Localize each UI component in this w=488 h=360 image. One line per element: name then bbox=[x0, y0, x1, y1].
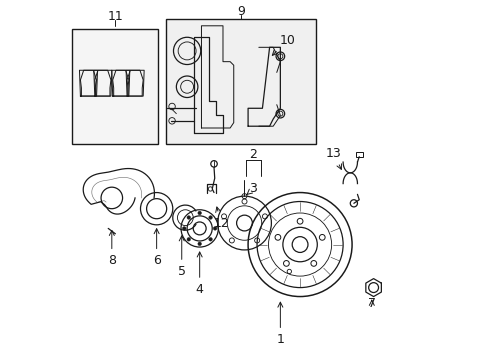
Text: 5: 5 bbox=[177, 236, 185, 278]
Circle shape bbox=[182, 226, 185, 230]
Text: 4: 4 bbox=[195, 252, 203, 296]
Text: 11: 11 bbox=[107, 10, 123, 23]
Circle shape bbox=[198, 242, 201, 246]
Bar bbox=[165, 19, 316, 144]
Text: 8: 8 bbox=[107, 230, 116, 267]
Text: 12: 12 bbox=[213, 207, 228, 230]
Bar bbox=[355, 152, 362, 157]
Text: 10: 10 bbox=[272, 33, 295, 55]
Circle shape bbox=[186, 216, 190, 219]
Text: 2: 2 bbox=[249, 148, 257, 161]
Circle shape bbox=[186, 238, 190, 241]
Text: 9: 9 bbox=[237, 5, 244, 18]
Circle shape bbox=[208, 216, 212, 219]
Circle shape bbox=[208, 238, 212, 241]
Text: 13: 13 bbox=[325, 147, 341, 169]
Circle shape bbox=[198, 211, 201, 215]
Text: 6: 6 bbox=[152, 229, 160, 267]
Circle shape bbox=[213, 226, 217, 230]
Text: 1: 1 bbox=[276, 302, 284, 346]
Bar bbox=[72, 30, 158, 144]
Text: 7: 7 bbox=[367, 297, 375, 310]
Text: 3: 3 bbox=[246, 183, 257, 195]
